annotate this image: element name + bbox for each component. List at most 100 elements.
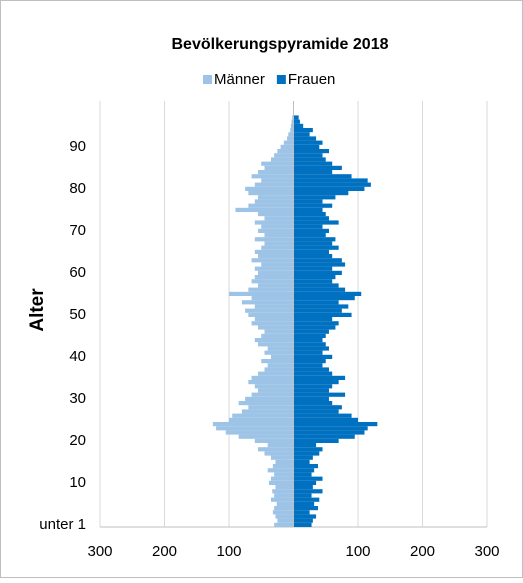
bar <box>241 300 294 305</box>
bar <box>272 464 294 469</box>
bar <box>293 195 336 200</box>
bar <box>258 342 294 347</box>
bar <box>293 396 329 401</box>
bar <box>293 220 339 225</box>
bar <box>293 506 319 511</box>
bar <box>293 161 333 166</box>
bar <box>293 464 319 469</box>
bar <box>293 338 323 343</box>
bar <box>293 317 333 322</box>
bar <box>293 296 355 301</box>
bar <box>293 392 346 397</box>
bar <box>293 476 323 481</box>
bar <box>293 380 339 385</box>
bar <box>293 258 342 263</box>
bar <box>293 468 315 473</box>
bar <box>248 191 294 196</box>
bar <box>245 186 294 191</box>
bar <box>272 489 294 494</box>
bar <box>258 388 294 393</box>
bar <box>288 132 294 137</box>
bar <box>293 224 323 229</box>
bar <box>293 287 346 292</box>
bar <box>293 132 310 137</box>
bar <box>293 304 349 309</box>
bar <box>293 174 352 179</box>
bar <box>293 375 346 380</box>
chart-title: Bevölkerungspyramide 2018 <box>172 36 389 53</box>
bar <box>270 354 294 359</box>
bar <box>293 275 336 280</box>
bar <box>267 443 294 448</box>
x-tick-label: 300 <box>87 543 112 560</box>
bar <box>293 153 323 158</box>
bar <box>258 447 294 452</box>
legend-swatch <box>203 75 212 84</box>
bar <box>274 472 294 477</box>
bar <box>293 144 320 149</box>
bar <box>272 510 294 515</box>
bar <box>293 291 362 296</box>
bar <box>232 413 294 418</box>
bar <box>254 304 294 309</box>
bar <box>277 518 294 523</box>
bar <box>293 249 329 254</box>
bar <box>293 321 339 326</box>
bar <box>290 123 294 128</box>
bar <box>229 291 294 296</box>
bar <box>293 367 329 372</box>
bar <box>225 430 294 435</box>
bar <box>275 514 294 519</box>
bar <box>293 447 323 452</box>
bar <box>293 266 333 271</box>
x-tick-label: 200 <box>152 543 177 560</box>
bar <box>293 493 312 498</box>
bar <box>270 157 294 162</box>
bar <box>293 157 326 162</box>
y-tick-label: 60 <box>69 264 86 281</box>
bar <box>293 170 333 175</box>
bar <box>293 434 355 439</box>
bar <box>238 401 294 406</box>
bar <box>274 493 294 498</box>
bar <box>293 149 329 154</box>
bar <box>254 182 294 187</box>
bar <box>293 359 326 364</box>
bar <box>293 422 378 427</box>
bar <box>293 371 333 376</box>
bar <box>292 115 294 120</box>
bar <box>251 296 294 301</box>
bar <box>293 342 326 347</box>
y-tick-label: 30 <box>69 390 86 407</box>
bar <box>261 333 294 338</box>
bar <box>293 325 336 330</box>
bar <box>293 283 339 288</box>
bar <box>293 128 313 133</box>
bar <box>238 434 294 439</box>
y-tick-label: 40 <box>69 348 86 365</box>
bar <box>275 485 294 490</box>
bar <box>267 468 294 473</box>
bar <box>245 396 294 401</box>
bar <box>264 367 294 372</box>
bar <box>293 451 320 456</box>
bar <box>293 207 323 212</box>
bar <box>241 409 294 414</box>
bar <box>293 485 313 490</box>
bar <box>254 249 294 254</box>
bar <box>270 476 294 481</box>
bar <box>212 422 294 427</box>
bar <box>293 459 310 464</box>
bar <box>258 212 294 217</box>
bar <box>251 375 294 380</box>
bar <box>261 224 294 229</box>
bar <box>293 350 323 355</box>
x-tick-label: 100 <box>216 543 241 560</box>
bar <box>293 438 339 443</box>
bar <box>254 338 294 343</box>
bar <box>267 346 294 351</box>
bar <box>258 195 294 200</box>
bar <box>293 140 323 145</box>
bar <box>293 518 313 523</box>
